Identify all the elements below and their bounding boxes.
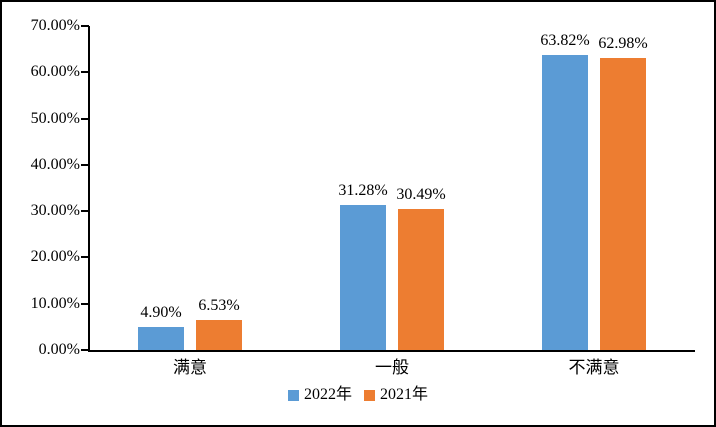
bar-2021年-满意 <box>196 320 242 350</box>
legend-label: 2022年 <box>303 386 352 403</box>
y-axis-tick <box>81 163 89 166</box>
y-axis-tick <box>81 302 89 305</box>
bar-value-label: 62.98% <box>598 35 648 52</box>
legend-label: 2021年 <box>380 386 429 403</box>
legend-item-2022年: 2022年 <box>287 386 352 404</box>
bar-value-label: 6.53% <box>198 297 240 314</box>
legend-swatch <box>364 389 375 401</box>
category-axis-label: 满意 <box>173 358 207 377</box>
y-axis-line <box>88 26 90 352</box>
y-axis-tick-label: 0.00% <box>38 341 80 358</box>
x-axis-line <box>88 350 695 352</box>
category-axis-label: 一般 <box>375 358 409 377</box>
bar-2021年-一般 <box>398 209 444 350</box>
bar-2022年-不满意 <box>542 55 588 350</box>
y-axis-tick-label: 70.00% <box>30 17 80 34</box>
y-axis-tick <box>81 349 89 351</box>
y-axis-tick-label: 40.00% <box>30 155 80 173</box>
y-axis-tick-label: 50.00% <box>30 109 80 127</box>
y-axis-tick <box>81 210 89 213</box>
bar-value-label: 63.82% <box>540 32 590 49</box>
bar-2022年-满意 <box>138 327 184 350</box>
y-axis-tick-label: 30.00% <box>30 202 80 220</box>
y-axis-tick <box>81 256 89 259</box>
bar-2021年-不满意 <box>600 58 646 350</box>
bar-value-label: 4.90% <box>140 304 182 321</box>
legend-item-2021年: 2021年 <box>364 386 428 404</box>
bar-2022年-一般 <box>340 205 386 350</box>
bar-value-label: 31.28% <box>338 182 388 199</box>
y-axis-tick <box>81 71 89 74</box>
y-axis-tick-label: 20.00% <box>30 248 80 266</box>
y-axis-tick-label: 10.00% <box>30 294 80 312</box>
y-axis-tick <box>81 117 89 120</box>
y-axis-tick <box>81 25 89 27</box>
legend: 2022年 2021年 <box>2 386 714 404</box>
y-axis-tick-label: 60.00% <box>30 63 80 81</box>
category-axis-label: 不满意 <box>568 358 620 377</box>
bar-value-label: 30.49% <box>396 186 446 203</box>
legend-swatch <box>287 389 299 401</box>
